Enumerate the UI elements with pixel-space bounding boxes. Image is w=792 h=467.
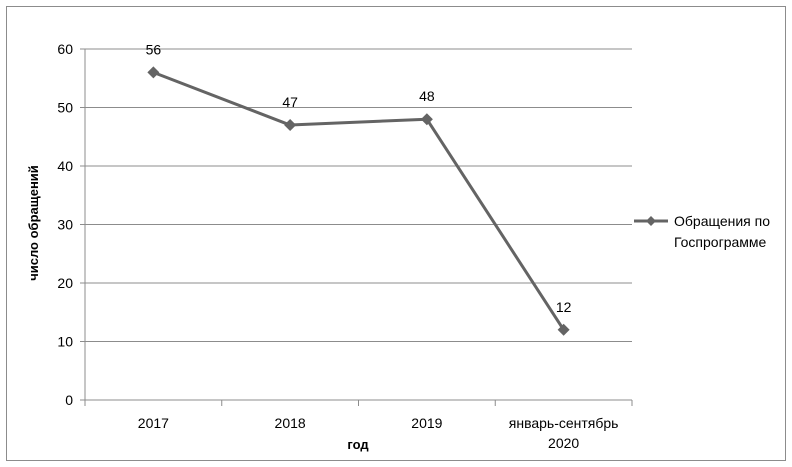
x-tick-label: 2020 bbox=[548, 435, 579, 451]
x-tick-label: 2018 bbox=[275, 415, 306, 431]
y-tick-label: 20 bbox=[57, 275, 73, 291]
legend-marker bbox=[646, 216, 656, 226]
data-label: 47 bbox=[282, 94, 298, 110]
series-line bbox=[152, 71, 565, 331]
y-tick-label: 60 bbox=[57, 41, 73, 57]
data-label: 56 bbox=[146, 41, 162, 57]
chart-frame bbox=[6, 6, 786, 461]
data-label: 48 bbox=[419, 88, 435, 104]
y-tick-label: 50 bbox=[57, 100, 73, 116]
y-tick-label: 0 bbox=[65, 392, 73, 408]
legend-label: Обращения по bbox=[674, 213, 770, 229]
y-tick-label: 30 bbox=[57, 217, 73, 233]
data-point bbox=[147, 66, 160, 79]
series-group bbox=[147, 66, 570, 336]
x-tick-label: январь-сентябрь bbox=[509, 415, 619, 431]
y-tick-labels: 0 10 20 30 40 50 60 bbox=[57, 41, 73, 408]
data-point bbox=[420, 113, 433, 126]
y-tick-label: 10 bbox=[57, 334, 73, 350]
data-labels: 56 47 48 12 bbox=[146, 41, 572, 314]
data-point bbox=[284, 119, 297, 132]
x-axis-title: год bbox=[347, 437, 369, 452]
y-axis-title: число обращений bbox=[26, 165, 41, 281]
x-tick-labels: 2017 2018 2019 январь-сентябрь 2020 bbox=[138, 415, 619, 451]
legend-label: Госпрограмме bbox=[674, 234, 767, 250]
axes bbox=[80, 48, 633, 406]
x-tick-label: 2017 bbox=[138, 415, 169, 431]
y-tick-label: 40 bbox=[57, 158, 73, 174]
gridlines bbox=[85, 48, 632, 342]
data-label: 12 bbox=[556, 299, 572, 315]
x-tick-label: 2019 bbox=[411, 415, 442, 431]
legend: Обращения по Госпрограмме bbox=[634, 213, 770, 250]
data-point bbox=[557, 323, 570, 336]
